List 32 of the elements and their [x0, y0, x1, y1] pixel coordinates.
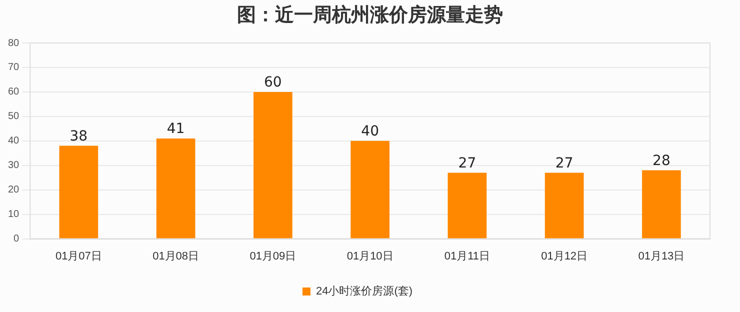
x-tick-label: 01月08日 [152, 250, 200, 262]
x-tick-label: 01月12日 [541, 250, 588, 262]
data-label: 41 [166, 121, 185, 138]
y-tick-label: 20 [8, 184, 20, 196]
bar [59, 146, 98, 238]
data-label: 27 [458, 155, 476, 172]
y-tick-label: 30 [8, 160, 20, 172]
data-label: 27 [555, 155, 574, 172]
x-tick-label: 01月13日 [638, 250, 685, 262]
data-label: 60 [264, 74, 282, 91]
data-label: 28 [652, 152, 670, 169]
bar [156, 138, 196, 238]
x-tick-label: 01月07日 [55, 250, 102, 262]
bar [544, 172, 584, 238]
x-tick-label: 01月09日 [250, 250, 296, 262]
data-label: 40 [361, 124, 379, 140]
y-tick-label: 40 [8, 136, 20, 147]
y-tick-label: 10 [8, 209, 20, 220]
chart-title: 图：近一周杭州涨价房源量走势 [236, 3, 504, 28]
legend-label: 24小时涨价房源(套) [316, 284, 413, 298]
bar [642, 170, 681, 238]
y-tick-label: 0 [14, 234, 20, 245]
y-tick-label: 50 [8, 111, 20, 122]
x-tick-label: 01月11日 [444, 250, 490, 262]
x-tick-label: 01月10日 [346, 250, 394, 262]
y-tick-label: 70 [8, 62, 20, 74]
data-label: 38 [70, 128, 88, 144]
y-tick-label: 80 [8, 38, 20, 49]
y-tick-label: 60 [8, 86, 20, 98]
bar [448, 172, 487, 238]
bar [350, 140, 390, 238]
bar [254, 92, 292, 238]
